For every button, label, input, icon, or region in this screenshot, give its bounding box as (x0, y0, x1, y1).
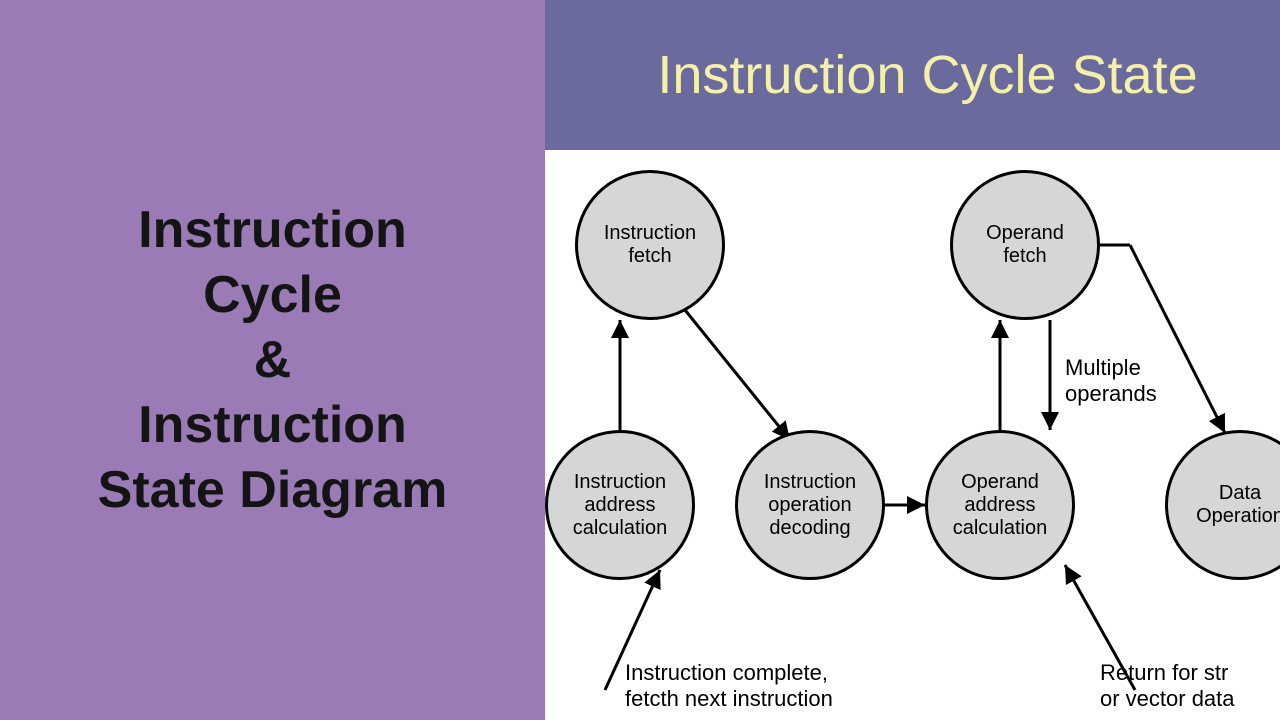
header-bar: Instruction Cycle State (545, 0, 1280, 150)
node-oac: Operand address calculation (925, 430, 1075, 580)
node-iac: Instruction address calculation (545, 430, 695, 580)
diagram-label-2: Return for str or vector data (1100, 660, 1235, 712)
diagram-area: Instruction fetch Operand fetch Instructio… (545, 150, 1280, 720)
node-do: Data Operation (1165, 430, 1280, 580)
diagram-label-1: Instruction complete, fetcth next instru… (625, 660, 833, 712)
node-if: Instruction fetch (575, 170, 725, 320)
left-panel: Instruction Cycle & Instruction State Di… (0, 0, 545, 720)
right-panel: Instruction Cycle State Instruction fetc… (545, 0, 1280, 720)
node-of: Operand fetch (950, 170, 1100, 320)
header-title: Instruction Cycle State (657, 44, 1197, 106)
diagram-label-0: Multiple operands (1065, 355, 1157, 407)
edge-if-iod (685, 310, 790, 440)
page-container: Instruction Cycle & Instruction State Di… (0, 0, 1280, 720)
slide-title: Instruction Cycle & Instruction State Di… (98, 198, 448, 523)
node-iod: Instruction operation decoding (735, 430, 885, 580)
